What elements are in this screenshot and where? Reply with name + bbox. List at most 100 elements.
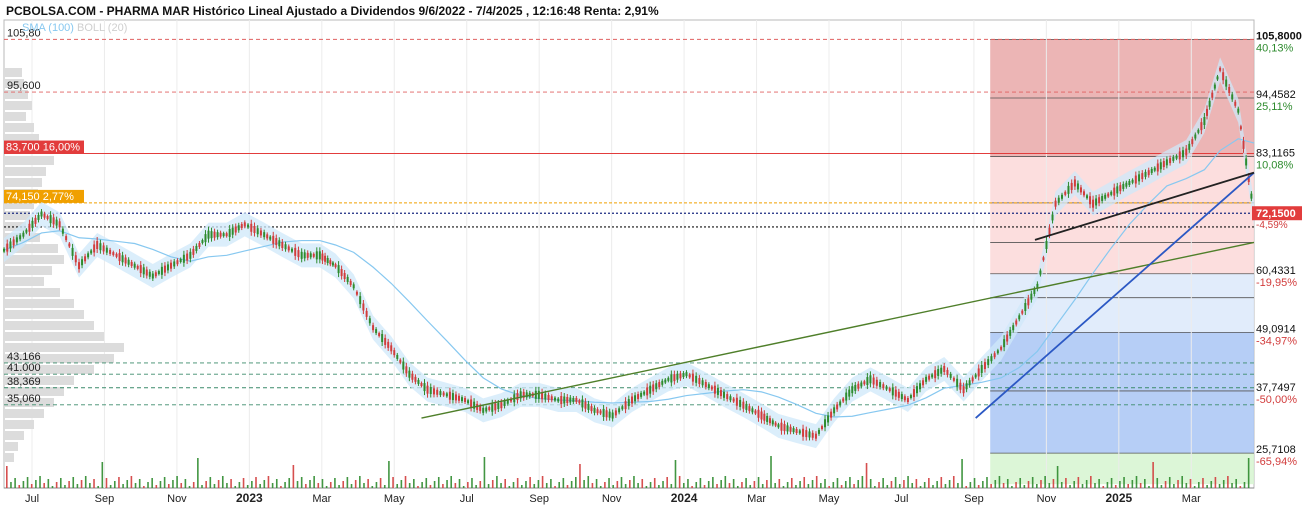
volume-bar [192, 482, 195, 488]
candle-body [318, 251, 321, 260]
candle-body [525, 392, 528, 398]
candle-body [1036, 283, 1039, 289]
volume-bar [325, 486, 328, 488]
candle-body [824, 419, 827, 428]
candle-body [1197, 129, 1200, 133]
candle-body [12, 239, 15, 246]
volume-bar [990, 484, 992, 488]
candle-body [408, 370, 411, 378]
volume-bar [350, 484, 353, 488]
candle-body [1250, 193, 1253, 199]
indicator-legend: SMA (100) BOLL (20) [22, 22, 127, 34]
candle-body [726, 394, 729, 400]
fib-pct-4: -34,97% [1256, 335, 1297, 347]
volume-profile-bar [4, 101, 32, 110]
candle-body [640, 392, 643, 397]
volume-bar [1152, 462, 1154, 488]
volume-bar [334, 478, 336, 488]
volume-bar [545, 483, 548, 488]
candle-body [118, 253, 121, 262]
volume-bar [180, 483, 183, 488]
candle-body [593, 407, 596, 413]
volume-profile-bar [4, 442, 18, 451]
candle-body [22, 232, 25, 237]
candle-body [906, 398, 909, 402]
volume-bar [620, 477, 623, 488]
volume-profile-bar [4, 90, 28, 99]
candle-body [993, 353, 996, 358]
candle-body [124, 257, 127, 264]
volume-bar [359, 476, 361, 488]
volume-bar [944, 484, 947, 488]
volume-bar [1193, 486, 1196, 488]
volume-bar [874, 486, 876, 488]
volume-bar [317, 483, 320, 488]
candle-body [1110, 191, 1113, 195]
candle-body [439, 391, 442, 396]
candle-body [1185, 148, 1188, 156]
candle-body [974, 374, 977, 378]
volume-bar [51, 486, 54, 488]
candle-body [432, 388, 435, 395]
volume-bar [1090, 476, 1092, 488]
volume-bar [284, 482, 286, 488]
candle-body [346, 276, 349, 282]
volume-bar [209, 477, 212, 488]
volume-bar [1040, 480, 1042, 488]
highlight-label-0: 83,700 16,00% [6, 142, 80, 154]
candle-body [745, 403, 748, 410]
candle-body [869, 375, 872, 384]
candle-body [1021, 310, 1024, 314]
volume-profile-bar [4, 277, 44, 286]
volume-bar [691, 486, 693, 488]
volume-bar [869, 479, 872, 488]
volume-bar [259, 484, 261, 488]
candle-body [1239, 126, 1242, 130]
candle-body [426, 385, 429, 394]
candle-body [1237, 108, 1240, 113]
candle-body [479, 406, 482, 412]
candle-body [195, 245, 198, 251]
volume-bar [766, 480, 768, 488]
volume-bar [541, 476, 544, 488]
candle-body [105, 247, 108, 253]
candle-body [996, 350, 999, 354]
candle-body [900, 394, 903, 400]
volume-bar [388, 461, 390, 488]
candle-body [243, 222, 246, 227]
candle-body [467, 400, 470, 404]
candle-body [1245, 158, 1248, 166]
candle-body [516, 393, 519, 401]
x-tick-10: Mar [747, 493, 766, 505]
candle-body [6, 243, 9, 252]
volume-bar [383, 485, 386, 488]
volume-bar [267, 476, 270, 488]
candle-body [470, 399, 473, 408]
candle-body [1045, 241, 1048, 249]
candle-body [176, 260, 179, 265]
candle-body [990, 356, 993, 362]
volume-bar [1019, 478, 1022, 488]
volume-bar [471, 478, 473, 488]
x-tick-16: Mar [1182, 493, 1201, 505]
volume-bar [616, 481, 619, 488]
candle-body [485, 407, 488, 412]
volume-bar [736, 486, 739, 488]
volume-bar [176, 476, 178, 488]
volume-bar [820, 483, 822, 488]
volume-bar [986, 477, 988, 488]
volume-bar [1023, 485, 1026, 488]
candle-body [349, 280, 352, 285]
candle-body [207, 230, 210, 239]
candle-body [384, 337, 387, 345]
volume-bar [604, 482, 606, 488]
volume-profile-bar [4, 288, 60, 297]
volume-bar [1114, 485, 1117, 488]
x-tick-11: May [819, 493, 840, 505]
volume-bar [624, 484, 627, 488]
candle-body [396, 354, 399, 359]
volume-bar [1106, 482, 1109, 488]
volume-bar [226, 483, 228, 488]
candle-body [854, 384, 857, 391]
